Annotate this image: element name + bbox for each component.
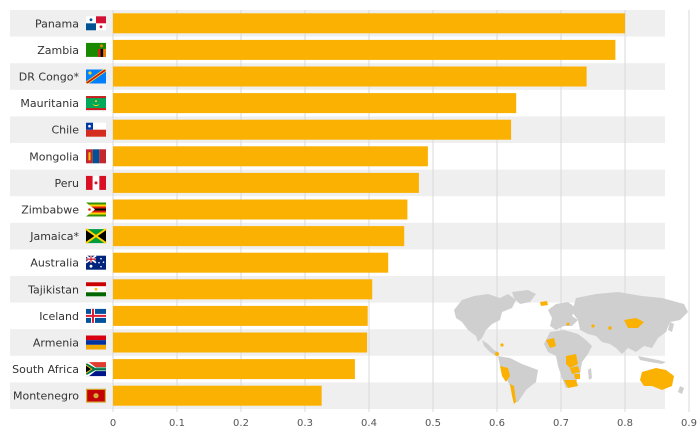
japan-shape <box>668 322 674 332</box>
category-label: South Africa <box>12 363 79 376</box>
x-tick-label: 0.3 <box>297 418 313 429</box>
x-tick-label: 0.5 <box>425 418 441 429</box>
category-label: Mauritania <box>20 97 79 110</box>
x-tick-label: 0.1 <box>169 418 185 429</box>
north-america-shape <box>454 294 516 342</box>
category-label: Australia <box>30 257 79 270</box>
x-tick-label: 0.6 <box>489 418 505 429</box>
bar <box>113 39 616 60</box>
zambia-highlight <box>570 366 580 374</box>
south-africa-highlight <box>564 380 578 388</box>
category-label: Panama <box>35 17 79 30</box>
panama-flag-icon <box>86 16 106 31</box>
x-tick-label: 0.7 <box>553 418 569 429</box>
armenia-highlight <box>591 324 595 328</box>
category-label: Tajikistan <box>27 283 79 296</box>
panama-highlight <box>495 352 499 356</box>
new-zealand-shape <box>678 386 684 394</box>
mauritania-highlight <box>546 338 556 348</box>
zambia-flag-icon <box>86 42 106 57</box>
bar <box>113 359 355 380</box>
montenegro-flag-icon <box>86 388 106 403</box>
madagascar-shape <box>588 368 592 380</box>
world-map-icon <box>454 290 688 404</box>
tajikistan-flag-icon <box>86 282 106 297</box>
dr-congo-flag-icon <box>86 69 106 84</box>
montenegro-highlight <box>566 322 570 326</box>
bar <box>113 305 368 326</box>
category-label: Iceland <box>39 310 79 323</box>
x-tick-label: 0.4 <box>361 418 377 429</box>
south-america-shape <box>498 356 538 402</box>
category-label: Montenegro <box>13 390 79 403</box>
category-label: Zimbabwe <box>21 204 79 217</box>
category-label: Chile <box>51 124 79 137</box>
bar <box>113 252 389 273</box>
australia-flag-icon <box>85 255 106 270</box>
category-label: Armenia <box>33 337 79 350</box>
tajikistan-highlight <box>608 326 612 330</box>
mongolia-flag-icon <box>86 149 106 164</box>
bar <box>113 385 322 406</box>
greenland-shape <box>512 290 536 304</box>
bar <box>113 146 428 167</box>
iceland-flag-icon <box>86 308 106 323</box>
zimbabwe-flag-icon <box>86 202 106 217</box>
bar <box>113 93 517 114</box>
mauritania-flag-icon <box>86 96 106 111</box>
category-label: DR Congo* <box>19 71 80 84</box>
bar <box>113 199 408 220</box>
x-tick-label: 0.8 <box>617 418 633 429</box>
category-label: Jamaica* <box>29 230 79 243</box>
zimbabwe-highlight <box>574 374 580 379</box>
bar <box>113 13 625 34</box>
indonesia-shape <box>638 356 666 364</box>
iceland-highlight <box>540 301 548 306</box>
bar <box>113 172 419 193</box>
category-label: Peru <box>54 177 79 190</box>
bar <box>113 66 587 87</box>
chile-flag-icon <box>86 122 106 137</box>
jamaica-highlight <box>500 343 504 347</box>
peru-flag-icon <box>86 175 106 190</box>
category-label: Mongolia <box>29 150 79 163</box>
x-tick-label: 0.9 <box>681 418 697 429</box>
bar <box>113 279 373 300</box>
x-tick-label: 0 <box>110 418 116 429</box>
europe-shape <box>548 302 578 330</box>
jamaica-flag-icon <box>85 228 107 244</box>
bar <box>113 332 368 353</box>
bar <box>113 119 512 140</box>
chile-highlight <box>510 384 516 404</box>
mongolia-highlight <box>624 318 644 328</box>
dr-congo-highlight <box>566 354 578 368</box>
category-label: Zambia <box>37 44 79 57</box>
bar <box>113 226 405 247</box>
central-america-shape <box>482 340 498 356</box>
armenia-flag-icon <box>86 335 106 350</box>
x-tick-label: 0.2 <box>233 418 249 429</box>
south-africa-flag-icon <box>86 362 106 377</box>
peru-highlight <box>500 366 510 382</box>
australia-highlight <box>640 368 674 390</box>
